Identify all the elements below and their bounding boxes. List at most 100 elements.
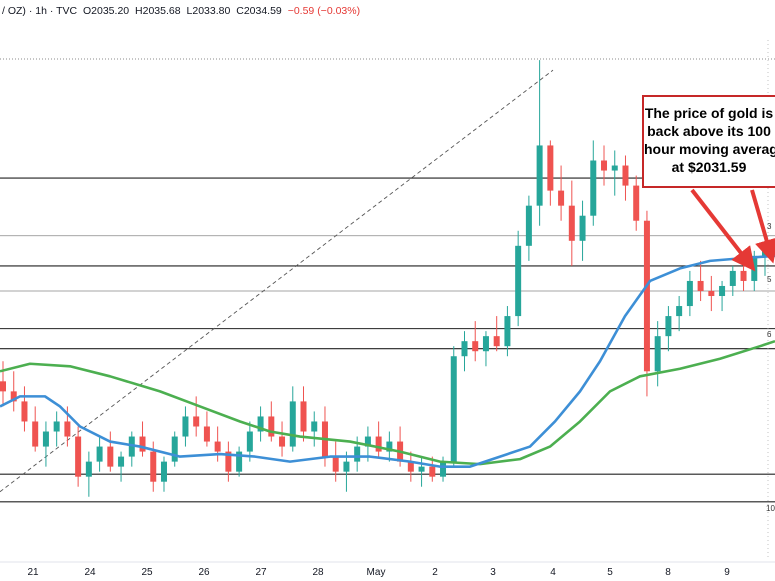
candle-body	[279, 436, 286, 447]
fib-label: 6	[767, 330, 772, 339]
callout-arrows	[690, 188, 775, 272]
candle-body	[762, 250, 768, 256]
x-tick-label: 25	[141, 567, 153, 578]
candle-body	[225, 451, 232, 472]
x-tick-label: May	[367, 567, 386, 578]
candle-body	[75, 436, 82, 477]
candle-body	[289, 401, 296, 447]
candle-body	[214, 441, 221, 452]
candle-body	[386, 441, 393, 452]
candle-body	[504, 316, 511, 347]
candle-body	[160, 461, 167, 482]
fib-label: 5	[767, 275, 772, 284]
candle-body	[482, 336, 489, 352]
candle-body	[418, 466, 425, 472]
ma200-line	[0, 339, 775, 466]
diagonal-trendline	[0, 69, 554, 493]
annotation-line: hour moving averag	[644, 141, 775, 157]
candle-body	[536, 145, 543, 206]
x-tick-label: 5	[607, 567, 613, 578]
candle-body	[246, 431, 253, 452]
x-tick-label: 2	[432, 567, 438, 578]
candle-body	[42, 431, 49, 447]
candle-body	[171, 436, 178, 462]
symbol-header: / OZ) · 1h · TVC O2035.20 H2035.68 L2033…	[2, 5, 360, 17]
candle-body	[622, 165, 629, 186]
candle-body	[579, 215, 586, 241]
x-tick-label: 26	[198, 567, 210, 578]
candle-body	[547, 145, 554, 191]
x-tick-label: 24	[84, 567, 96, 578]
candle-body	[364, 436, 371, 447]
candle-body	[236, 451, 243, 472]
candle-body	[643, 220, 650, 372]
annotation-line: The price of gold is	[644, 105, 774, 121]
candle-body	[21, 401, 28, 422]
candle-body	[611, 165, 618, 171]
x-tick-label: 9	[724, 567, 730, 578]
close-value: C2034.59	[236, 5, 282, 17]
candle-body	[311, 421, 318, 432]
candle-body	[697, 280, 704, 291]
candle-body	[107, 446, 114, 467]
x-tick-label: 28	[312, 567, 324, 578]
candle-body	[85, 461, 92, 477]
candle-body	[96, 446, 103, 462]
high-value: H2035.68	[135, 5, 181, 17]
candle-body	[128, 436, 135, 457]
candle-body	[193, 416, 200, 427]
x-tick-label: 27	[255, 567, 267, 578]
annotation-callout: The price of gold is back above its 100 …	[642, 95, 775, 188]
candle-body	[708, 290, 715, 297]
candle-body	[450, 356, 457, 462]
x-tick-label: 21	[27, 567, 39, 578]
change-value: −0.59 (−0.03%)	[287, 5, 361, 17]
candle-body	[729, 270, 736, 286]
candle-body	[32, 421, 39, 447]
candle-body	[64, 421, 71, 437]
candle-body	[740, 270, 747, 281]
x-tick-label: 8	[665, 567, 671, 578]
candle-body	[472, 341, 479, 352]
trendline	[0, 69, 554, 493]
candle-body	[558, 190, 565, 206]
candle-body	[515, 245, 522, 317]
ma100-line	[0, 254, 775, 468]
candle-body	[601, 160, 608, 171]
candle-body	[719, 285, 726, 297]
candle-body	[568, 205, 575, 241]
candle-body	[118, 456, 125, 467]
low-value: L2033.80	[186, 5, 231, 17]
candle-body	[139, 436, 146, 452]
candle-body	[150, 451, 157, 482]
candle-body	[493, 336, 500, 347]
symbol-label: / OZ) · 1h · TVC	[2, 5, 78, 17]
fib-label: 10	[766, 504, 775, 513]
annotation-line: back above its 100	[647, 123, 771, 139]
candle-body	[257, 416, 264, 432]
candle-body	[332, 456, 339, 472]
horizontal-levels	[0, 40, 775, 560]
candle-body	[268, 416, 275, 437]
x-axis: 21 24 25 26 27 28 May 2 3 4 5 8 9	[0, 561, 775, 578]
candle-body	[0, 381, 6, 392]
candle-body	[343, 461, 350, 472]
candle-body	[429, 466, 436, 477]
candle-body	[654, 336, 661, 372]
x-tick-label: 3	[490, 567, 496, 578]
candle-body	[590, 160, 597, 216]
candle-body	[686, 280, 693, 307]
candle-body	[440, 461, 447, 477]
open-value: O2035.20	[83, 5, 130, 17]
annotation-line: at $2031.59	[671, 159, 747, 175]
candle-body	[633, 185, 640, 221]
candle-body	[525, 205, 532, 246]
candle-body	[375, 436, 382, 452]
candle-body	[10, 391, 17, 402]
candle-body	[53, 421, 60, 432]
candle-body	[665, 316, 672, 337]
candle-body	[461, 341, 468, 357]
x-tick-label: 4	[550, 567, 556, 578]
candle-body	[300, 401, 307, 432]
